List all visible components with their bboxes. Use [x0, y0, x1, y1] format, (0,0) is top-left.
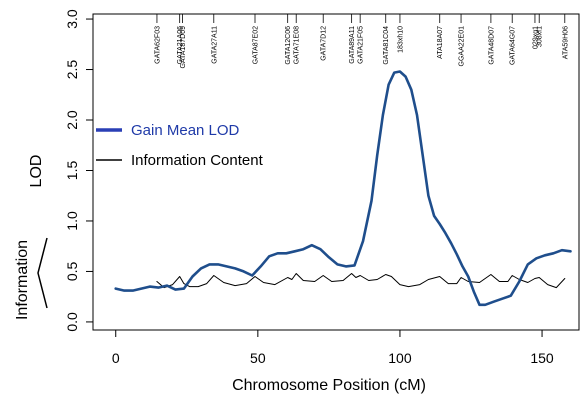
- marker-label: GATA62F03: [154, 26, 161, 64]
- y-tick-label-1.0: 1.0: [64, 211, 80, 231]
- y-axis-title: LOD: [28, 155, 45, 188]
- marker-label: GATA64G07: [510, 26, 517, 65]
- x-tick-label-50: 50: [250, 350, 266, 366]
- series-information-content: [156, 273, 566, 289]
- x-axis-title: Chromosome Position (cM): [232, 377, 426, 394]
- information-bracket: [37, 237, 48, 309]
- y-tick-label-2.0: 2.0: [64, 110, 80, 130]
- y-tick-label-1.5: 1.5: [64, 161, 80, 181]
- y-tick-label-0.0: 0.0: [64, 312, 80, 332]
- series-line: [114, 70, 572, 307]
- marker-label: GGAA22E01: [459, 26, 466, 67]
- marker-label: GATA27A11: [211, 26, 218, 64]
- x-tick-label-0: 0: [112, 350, 120, 366]
- marker-label: 308xf1: [537, 26, 544, 47]
- marker-label: GATA12C06: [285, 26, 292, 65]
- y-tick-label-2.5: 2.5: [64, 60, 80, 80]
- secondary-axis-title: Information: [14, 240, 31, 320]
- marker-label: GATA48D07: [488, 26, 495, 65]
- plot-frame: [92, 13, 580, 331]
- x-tick-label-100: 100: [388, 350, 412, 366]
- marker-label: GATA71E08: [294, 26, 301, 64]
- marker-label: GATA87E02: [253, 26, 260, 64]
- marker-label: 029xg1: [532, 26, 539, 49]
- x-axis: 0 50 100 150: [112, 330, 554, 366]
- plot-border: [92, 13, 580, 331]
- marker-label: GATA21F05: [358, 26, 365, 64]
- marker-label: GATA7D12: [321, 26, 328, 61]
- marker-label: GATA187D09: [180, 26, 187, 69]
- legend-label-gain-mean-lod: Gain Mean LOD: [131, 122, 240, 139]
- series-line: [156, 273, 566, 289]
- series-gain-mean-lod: [114, 70, 572, 307]
- legend: Gain Mean LOD Information Content: [96, 122, 264, 169]
- y-tick-label-3.0: 3.0: [64, 9, 80, 29]
- x-tick-label-150: 150: [530, 350, 554, 366]
- marker-label: ATA59H06: [562, 26, 569, 59]
- y-tick-label-0.5: 0.5: [64, 262, 80, 282]
- legend-label-information-content: Information Content: [131, 152, 264, 169]
- marker-label: 183xh10: [397, 26, 404, 53]
- marker-label: GATA81C04: [383, 26, 390, 65]
- y-axis: 0.0 0.5 1.0 1.5 2.0 2.5 3.0: [64, 9, 93, 332]
- marker-label: ATA18A07: [437, 26, 444, 59]
- marker-label: GATA21A06: [177, 26, 184, 64]
- marker-label: GATA89A11: [349, 26, 356, 64]
